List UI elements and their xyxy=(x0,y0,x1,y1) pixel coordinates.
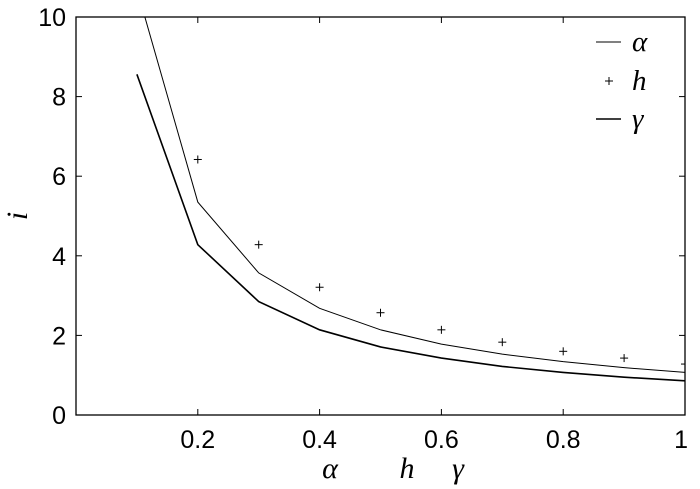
ticks-layer xyxy=(76,16,686,416)
legend: α h γ xyxy=(596,26,648,135)
series-layer xyxy=(136,17,685,382)
x-tick-labels: 0.2 0.4 0.6 0.8 1 xyxy=(180,426,688,454)
series-line-alpha xyxy=(144,17,685,373)
data-point-h xyxy=(559,347,568,356)
x-axis-label-h: h xyxy=(400,452,415,485)
y-tick-label: 0 xyxy=(52,402,66,430)
series-line-gamma xyxy=(136,74,685,382)
y-tick-label: 8 xyxy=(52,84,66,112)
x-tick-label: 1 xyxy=(674,426,688,454)
x-tick-label: 0.6 xyxy=(424,426,459,454)
y-axis-label: i xyxy=(1,212,34,220)
data-point-h xyxy=(376,308,385,317)
x-axis-label-gamma: γ xyxy=(452,452,465,485)
y-tick-label: 6 xyxy=(52,163,66,191)
y-tick-label: 2 xyxy=(52,322,66,350)
legend-marker-h xyxy=(605,77,613,85)
y-tick-label: 4 xyxy=(52,243,66,271)
x-axis-label-alpha: α xyxy=(322,452,339,485)
x-tick-label: 0.2 xyxy=(180,426,215,454)
y-tick-label: 10 xyxy=(38,4,66,32)
legend-label-alpha: α xyxy=(632,26,648,58)
legend-label-gamma: γ xyxy=(632,103,645,135)
data-point-h xyxy=(254,240,263,249)
data-point-h xyxy=(315,283,324,292)
data-point-h xyxy=(498,338,507,347)
x-tick-label: 0.8 xyxy=(546,426,581,454)
data-point-h xyxy=(437,325,446,334)
y-tick-labels: 0 2 4 6 8 10 xyxy=(38,4,66,430)
x-tick-label: 0.4 xyxy=(302,426,337,454)
plot-frame xyxy=(75,16,686,416)
data-point-h xyxy=(681,360,685,369)
legend-label-h: h xyxy=(632,65,647,97)
data-point-h xyxy=(620,354,629,363)
data-point-h xyxy=(193,155,202,164)
